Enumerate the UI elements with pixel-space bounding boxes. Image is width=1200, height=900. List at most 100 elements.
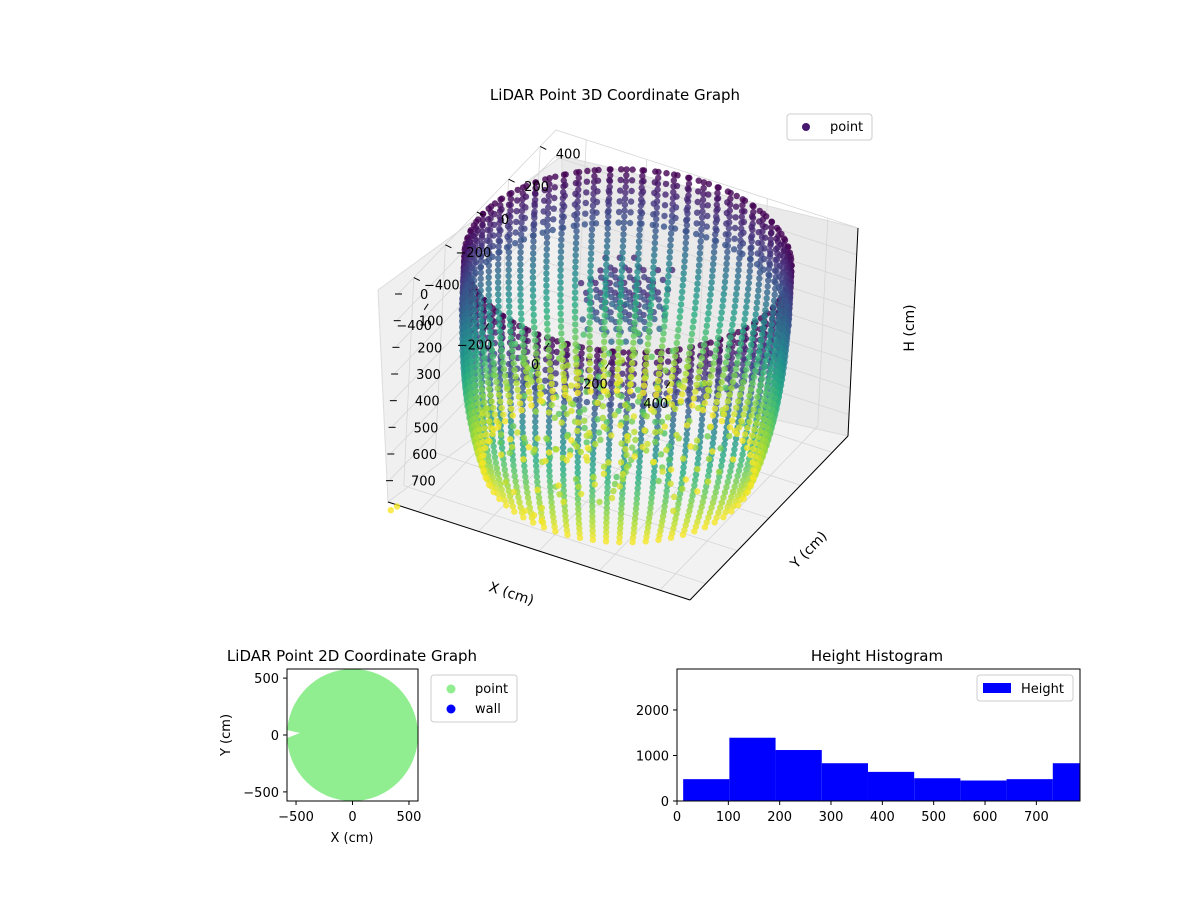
point-3d <box>770 353 777 360</box>
histogram-bar <box>1052 763 1080 801</box>
point-3d <box>687 373 694 380</box>
point-3d <box>613 473 620 481</box>
point-3d <box>696 256 703 263</box>
point-3d <box>530 512 538 519</box>
point-3d <box>481 360 489 367</box>
point-3d <box>474 420 482 427</box>
point-3d <box>543 234 551 241</box>
point-3d <box>623 451 630 459</box>
point-3d <box>556 491 563 498</box>
point-3d <box>666 248 674 255</box>
point-3d <box>755 239 762 247</box>
point-3d <box>495 424 502 431</box>
point-3d <box>478 329 486 336</box>
point-3d <box>639 443 646 451</box>
point-3d <box>477 264 484 271</box>
point-3d <box>545 198 552 205</box>
point-3d <box>499 359 507 366</box>
point-3d <box>465 303 472 310</box>
point-3d <box>525 388 533 395</box>
point-3d <box>557 291 564 298</box>
point-3d <box>650 211 657 218</box>
point-3d <box>498 346 505 354</box>
point-3d <box>713 514 720 521</box>
y-axis-line <box>689 435 849 601</box>
point-3d <box>487 328 494 335</box>
point-3d <box>769 309 777 316</box>
point-3d <box>627 209 634 216</box>
point-3d <box>777 294 784 301</box>
point-3d <box>600 423 607 431</box>
point-3d <box>494 285 502 292</box>
point-3d <box>589 466 596 474</box>
point-3d <box>723 254 731 262</box>
point-3d <box>501 466 508 473</box>
point-3d <box>484 379 492 386</box>
point-3d <box>494 385 501 392</box>
point-3d <box>744 461 751 468</box>
point-3d <box>731 224 739 232</box>
point-3d <box>547 483 554 490</box>
x-tick-3d <box>604 362 610 369</box>
point-3d <box>647 504 654 512</box>
point-3d <box>669 206 676 214</box>
point-3d <box>533 473 541 480</box>
point-3d <box>600 387 607 394</box>
point-3d <box>706 379 713 387</box>
point-3d <box>704 433 711 440</box>
point-3d <box>738 207 746 215</box>
point-3d <box>594 346 601 354</box>
point-3d <box>683 436 690 443</box>
point-3d <box>600 463 608 470</box>
point-3d <box>477 293 484 300</box>
point-3d <box>777 300 784 307</box>
point-3d <box>728 385 735 392</box>
point-3d <box>471 313 478 320</box>
point-3d <box>671 520 678 527</box>
point-3d <box>581 406 588 413</box>
point-3d <box>662 310 669 317</box>
point-3d <box>490 359 497 367</box>
point-3d <box>640 389 647 396</box>
point-3d <box>629 166 636 173</box>
point-3d <box>508 498 515 505</box>
point-3d <box>649 276 656 283</box>
point-3d <box>756 275 763 282</box>
point-3d <box>659 336 666 344</box>
point-3d <box>677 398 684 405</box>
point-3d <box>626 274 634 281</box>
grid-line <box>397 129 859 295</box>
point-3d <box>683 217 690 224</box>
point-3d <box>675 500 682 508</box>
histogram-bar <box>914 778 961 801</box>
point-3d <box>770 379 777 387</box>
point-3d <box>600 345 608 352</box>
point-3d <box>680 384 687 391</box>
point-3d <box>558 419 565 426</box>
point-3d <box>583 398 591 406</box>
point-3d <box>658 418 665 425</box>
point-3d <box>617 176 624 184</box>
point-3d <box>560 482 567 489</box>
z-tick-label-3d: 500 <box>414 421 439 436</box>
point-3d <box>571 211 578 219</box>
point-3d <box>680 270 687 277</box>
point-3d <box>559 363 567 371</box>
point-3d <box>497 431 505 438</box>
point-3d <box>643 400 651 407</box>
point-3d <box>497 227 504 234</box>
point-3d <box>770 303 777 310</box>
point-3d <box>549 387 556 394</box>
point-3d <box>637 436 645 443</box>
point-3d <box>765 271 772 278</box>
point-3d <box>651 239 659 247</box>
point-3d <box>750 406 757 413</box>
point-3d <box>604 231 611 238</box>
point-3d <box>600 470 608 477</box>
point-3d <box>698 226 705 233</box>
y-tick-3d <box>413 277 421 282</box>
point-3d <box>529 274 537 281</box>
point-3d <box>534 363 541 371</box>
point-3d <box>605 198 612 205</box>
